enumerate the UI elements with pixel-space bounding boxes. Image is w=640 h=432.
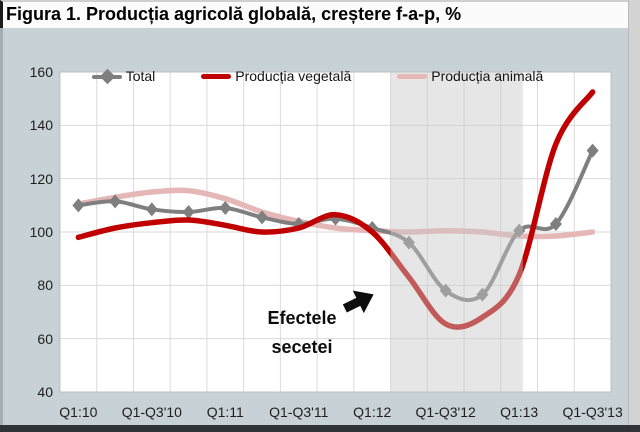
legend-label-animala: Producția animală xyxy=(431,68,544,84)
series-line-Producția vegetală xyxy=(75,89,596,330)
chart-legend: Total Producția vegetală Producția anima… xyxy=(3,68,632,84)
legend-item-total: Total xyxy=(91,68,156,84)
total-point-marker xyxy=(256,210,269,225)
chart-plot xyxy=(59,71,612,393)
total-point-marker xyxy=(72,198,85,213)
x-axis-tick-label: Q1-Q3'12 xyxy=(415,404,476,420)
animala-series-marker-icon xyxy=(397,73,428,79)
x-axis-tick-label: Q1:10 xyxy=(59,404,98,420)
total-point-marker xyxy=(219,201,232,215)
total-point-marker xyxy=(109,194,122,209)
x-axis-tick-label: Q1:11 xyxy=(206,404,244,420)
figure-title: Figura 1. Producția agricolă globală, cr… xyxy=(6,4,462,24)
x-axis-tick-label: Q1:13 xyxy=(500,404,539,420)
y-axis-tick-label: 60 xyxy=(37,330,53,347)
y-axis-tick-label: 120 xyxy=(29,170,53,187)
total-point-marker xyxy=(329,211,342,226)
total-point-marker xyxy=(182,205,195,219)
series-line-Producția animală xyxy=(75,187,596,240)
y-axis-tick-label: 40 xyxy=(37,384,53,400)
legend-label-vegetala: Producția vegetală xyxy=(235,68,352,84)
y-axis-tick-label: 80 xyxy=(37,277,53,294)
x-axis-tick-label: Q1-Q3'10 xyxy=(121,404,182,420)
x-axis-tick-label: Q1-Q3'13 xyxy=(562,404,623,420)
y-axis-tick-label: 160 xyxy=(29,64,53,80)
total-point-marker xyxy=(366,221,379,235)
total-point-marker xyxy=(292,217,305,231)
legend-label-total: Total xyxy=(125,68,156,84)
figure-container: Total Producția vegetală Producția anima… xyxy=(0,0,629,425)
total-point-marker xyxy=(513,223,526,238)
window-bottom-bar xyxy=(0,425,640,432)
figure-title-strip: Figura 1. Producția agricolă globală, cr… xyxy=(0,0,629,28)
series-line-Total xyxy=(76,148,595,303)
total-point-marker xyxy=(145,202,158,217)
total-series-marker-icon xyxy=(91,68,122,84)
total-point-marker xyxy=(549,217,562,231)
y-axis-tick-label: 100 xyxy=(29,224,53,240)
x-axis-tick-label: Q1:12 xyxy=(353,404,392,420)
legend-item-vegetala: Producția vegetală xyxy=(201,68,351,84)
drought-shaded-region xyxy=(390,72,523,392)
total-point-marker xyxy=(402,235,415,250)
x-axis-tick-label: Q1-Q3'11 xyxy=(269,404,329,420)
legend-item-animala: Producția animală xyxy=(397,68,543,84)
chart-background: Total Producția vegetală Producția anima… xyxy=(0,28,629,425)
drought-annotation-line1: Efectele xyxy=(267,308,337,328)
drought-annotation: Efectele secetei xyxy=(246,304,358,362)
total-point-marker xyxy=(476,287,489,302)
vegetala-series-marker-icon xyxy=(201,73,232,79)
total-point-marker xyxy=(586,143,599,158)
page-margin-strip xyxy=(628,0,640,432)
drought-annotation-line2: secetei xyxy=(271,337,333,357)
y-axis-tick-label: 140 xyxy=(29,117,53,134)
total-point-marker xyxy=(439,283,452,298)
